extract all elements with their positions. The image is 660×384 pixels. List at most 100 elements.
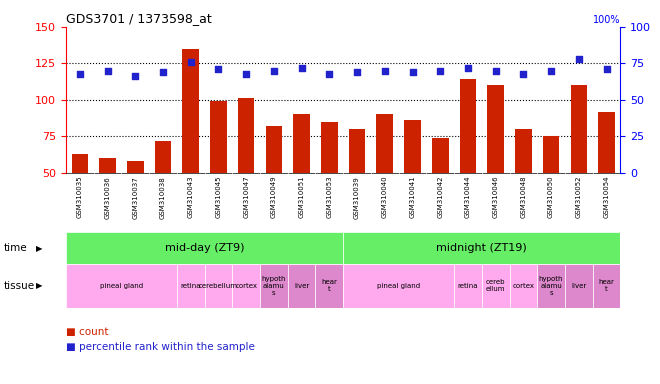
Bar bbox=[510, 264, 537, 308]
Bar bbox=[127, 161, 144, 173]
Text: retina: retina bbox=[180, 283, 201, 289]
Bar bbox=[454, 264, 482, 308]
Text: GSM310036: GSM310036 bbox=[104, 176, 111, 218]
Text: pineal gland: pineal gland bbox=[100, 283, 143, 289]
Bar bbox=[154, 141, 172, 173]
Text: GSM310049: GSM310049 bbox=[271, 176, 277, 218]
Text: ■ count: ■ count bbox=[66, 327, 108, 337]
Point bbox=[601, 66, 612, 72]
Text: hypoth
alamu
s: hypoth alamu s bbox=[261, 276, 286, 296]
Bar bbox=[99, 158, 116, 173]
Text: liver: liver bbox=[571, 283, 587, 289]
Bar bbox=[482, 264, 510, 308]
Bar bbox=[315, 264, 343, 308]
Point bbox=[158, 69, 168, 75]
Text: GSM310035: GSM310035 bbox=[77, 176, 83, 218]
Text: GSM310053: GSM310053 bbox=[326, 176, 333, 218]
Text: GSM310037: GSM310037 bbox=[132, 176, 139, 218]
Text: cerebellum: cerebellum bbox=[199, 283, 238, 289]
Bar bbox=[593, 264, 620, 308]
Text: hypoth
alamu
s: hypoth alamu s bbox=[539, 276, 564, 296]
Text: GSM310038: GSM310038 bbox=[160, 176, 166, 218]
Text: GSM310048: GSM310048 bbox=[520, 176, 527, 218]
Point bbox=[241, 71, 251, 77]
Bar bbox=[288, 264, 315, 308]
Point bbox=[102, 68, 113, 74]
Bar bbox=[343, 264, 454, 308]
Point bbox=[185, 59, 196, 65]
Text: GSM310052: GSM310052 bbox=[576, 176, 582, 218]
Bar bbox=[348, 129, 366, 173]
Text: pineal gland: pineal gland bbox=[377, 283, 420, 289]
Bar bbox=[321, 122, 338, 173]
Bar bbox=[232, 264, 260, 308]
Text: GSM310041: GSM310041 bbox=[409, 176, 416, 218]
Text: GSM310039: GSM310039 bbox=[354, 176, 360, 218]
Text: GSM310044: GSM310044 bbox=[465, 176, 471, 218]
Bar bbox=[376, 114, 393, 173]
Point bbox=[269, 68, 279, 74]
Point bbox=[546, 68, 556, 74]
Bar bbox=[459, 79, 477, 173]
Bar bbox=[210, 101, 227, 173]
Bar bbox=[66, 264, 177, 308]
Point bbox=[213, 66, 224, 72]
Text: GSM310047: GSM310047 bbox=[243, 176, 249, 218]
Point bbox=[324, 71, 335, 77]
Text: ▶: ▶ bbox=[36, 243, 43, 253]
Point bbox=[379, 68, 390, 74]
Bar bbox=[565, 264, 593, 308]
Bar bbox=[515, 129, 532, 173]
Text: retina: retina bbox=[457, 283, 478, 289]
Text: GSM310050: GSM310050 bbox=[548, 176, 554, 218]
Bar bbox=[598, 111, 615, 173]
Text: cereb
ellum: cereb ellum bbox=[486, 280, 506, 292]
Text: mid-day (ZT9): mid-day (ZT9) bbox=[165, 243, 244, 253]
Bar bbox=[260, 264, 288, 308]
Bar bbox=[404, 120, 421, 173]
Point bbox=[407, 69, 418, 75]
Point bbox=[130, 73, 141, 79]
Bar bbox=[238, 98, 255, 173]
Point bbox=[574, 56, 584, 62]
Text: GSM310040: GSM310040 bbox=[381, 176, 388, 218]
Bar bbox=[182, 49, 199, 173]
Text: hear
t: hear t bbox=[321, 280, 337, 292]
Text: cortex: cortex bbox=[235, 283, 257, 289]
Text: tissue: tissue bbox=[3, 281, 34, 291]
Bar bbox=[66, 232, 343, 264]
Bar bbox=[265, 126, 282, 173]
Text: GSM310042: GSM310042 bbox=[437, 176, 444, 218]
Point bbox=[296, 65, 307, 71]
Text: ▶: ▶ bbox=[36, 281, 43, 290]
Bar bbox=[543, 136, 560, 173]
Point bbox=[352, 69, 362, 75]
Text: GSM310054: GSM310054 bbox=[603, 176, 610, 218]
Point bbox=[490, 68, 501, 74]
Text: cortex: cortex bbox=[512, 283, 535, 289]
Bar bbox=[293, 114, 310, 173]
Text: GSM310046: GSM310046 bbox=[492, 176, 499, 218]
Bar bbox=[177, 264, 205, 308]
Point bbox=[75, 71, 85, 77]
Text: midnight (ZT19): midnight (ZT19) bbox=[436, 243, 527, 253]
Text: liver: liver bbox=[294, 283, 310, 289]
Bar bbox=[570, 85, 587, 173]
Text: hear
t: hear t bbox=[599, 280, 614, 292]
Text: GSM310051: GSM310051 bbox=[298, 176, 305, 218]
Point bbox=[463, 65, 473, 71]
Text: ■ percentile rank within the sample: ■ percentile rank within the sample bbox=[66, 342, 255, 352]
Point bbox=[435, 68, 446, 74]
Bar bbox=[343, 232, 620, 264]
Bar bbox=[205, 264, 232, 308]
Bar bbox=[71, 154, 88, 173]
Text: 100%: 100% bbox=[593, 15, 620, 25]
Text: time: time bbox=[3, 243, 27, 253]
Bar bbox=[487, 85, 504, 173]
Text: GSM310043: GSM310043 bbox=[187, 176, 194, 218]
Text: GSM310045: GSM310045 bbox=[215, 176, 222, 218]
Point bbox=[518, 71, 529, 77]
Bar bbox=[432, 138, 449, 173]
Text: GDS3701 / 1373598_at: GDS3701 / 1373598_at bbox=[66, 12, 212, 25]
Bar bbox=[537, 264, 565, 308]
